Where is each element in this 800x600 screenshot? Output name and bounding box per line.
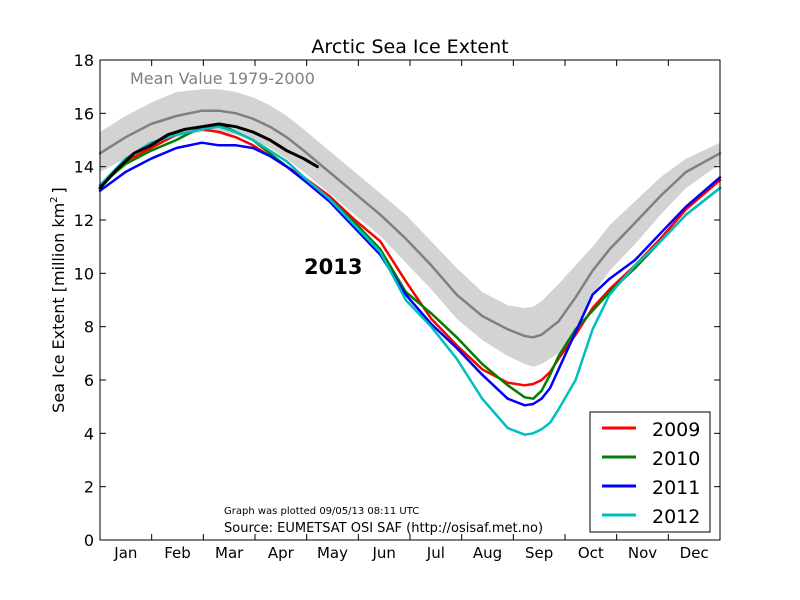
mean-value-label: Mean Value 1979-2000 <box>130 69 315 88</box>
x-tick-label-jul: Jul <box>426 544 445 562</box>
y-axis-label-main: Sea Ice Extent [million km <box>49 203 68 413</box>
x-tick-label-oct: Oct <box>578 544 604 562</box>
y-tick-label: 10 <box>74 264 94 283</box>
x-tick-label-feb: Feb <box>164 544 191 562</box>
legend-label-2009: 2009 <box>652 419 700 441</box>
x-tick-label-jan: Jan <box>113 544 137 562</box>
series-line-mean <box>98 109 722 339</box>
plot-timestamp: Graph was plotted 09/05/13 08:11 UTC <box>224 506 419 517</box>
x-tick-label-jun: Jun <box>371 544 395 562</box>
mean-range-band <box>100 89 720 367</box>
x-tick-label-dec: Dec <box>680 544 709 562</box>
y-tick-label: 16 <box>74 104 94 123</box>
legend: 2009 2010 2011 2012 <box>589 411 711 533</box>
series-line-2009 <box>98 128 722 387</box>
x-tick-label-may: May <box>317 544 348 562</box>
series-layer <box>98 109 722 436</box>
band-layer <box>100 89 720 367</box>
x-tick-label-aug: Aug <box>473 544 502 562</box>
y-axis-label-end: ] <box>49 187 68 193</box>
x-tick-label-apr: Apr <box>268 544 295 562</box>
y-tick-label: 0 <box>84 531 94 550</box>
y-tick-label: 8 <box>84 318 94 337</box>
y-axis-label: Sea Ice Extent [million km2] <box>49 187 68 413</box>
y-tick-label: 2 <box>84 478 94 497</box>
y-tick-label: 18 <box>74 51 94 70</box>
chart-title: Arctic Sea Ice Extent <box>311 36 508 58</box>
y-tick-label: 4 <box>84 424 94 443</box>
x-tick-label-mar: Mar <box>215 544 244 562</box>
y-axis-label-sup: 2 <box>49 196 60 202</box>
ticks-layer: 0 2 4 6 8 10 12 14 16 18 Jan Feb Mar Apr May Jun Jul Aug S… <box>74 51 720 562</box>
legend-label-2010: 2010 <box>652 448 700 470</box>
x-tick-label-sep: Sep <box>525 544 553 562</box>
y-tick-label: 6 <box>84 371 94 390</box>
legend-label-2012: 2012 <box>652 506 700 528</box>
series-line-2012 <box>98 125 722 436</box>
source-credit: Source: EUMETSAT OSI SAF (http://osisaf.… <box>224 521 543 536</box>
x-tick-label-nov: Nov <box>628 544 657 562</box>
year-2013-label: 2013 <box>304 255 362 279</box>
series-line-2013 <box>98 122 319 190</box>
legend-label-2011: 2011 <box>652 477 700 499</box>
y-tick-label: 12 <box>74 211 94 230</box>
y-tick-label: 14 <box>74 158 94 177</box>
legend-box <box>589 411 711 533</box>
series-line-2011 <box>98 141 722 407</box>
